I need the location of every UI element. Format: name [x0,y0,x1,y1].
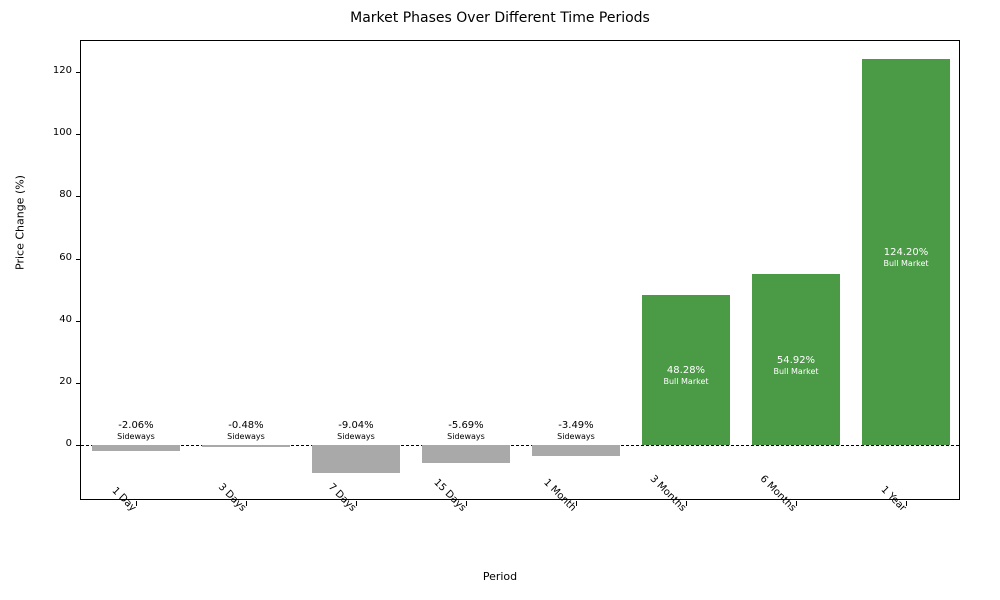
y-tick-label: 40 [59,314,72,325]
chart-title: Market Phases Over Different Time Period… [0,10,1000,26]
y-tick-label: 100 [53,127,72,138]
bar-value-label: 54.92%Bull Market [752,348,840,377]
y-tick-label: 120 [53,65,72,76]
x-axis-label: Period [0,570,1000,583]
y-tick-label: 20 [59,376,72,387]
bar [422,445,510,463]
bar [92,445,180,451]
bar-value-label: 48.28%Bull Market [642,358,730,387]
market-phases-chart: Market Phases Over Different Time Period… [0,0,1000,600]
y-tick [76,321,81,322]
bar [202,445,290,446]
y-tick [76,196,81,197]
y-tick-label: 60 [59,252,72,263]
y-tick-label: 80 [59,189,72,200]
y-tick [76,134,81,135]
y-tick [76,383,81,384]
y-tick [76,72,81,73]
bar [312,445,400,473]
y-tick [76,259,81,260]
y-axis-label: Price Change (%) [14,175,27,270]
bar-value-label: 124.20%Bull Market [862,240,950,269]
bar [532,445,620,456]
